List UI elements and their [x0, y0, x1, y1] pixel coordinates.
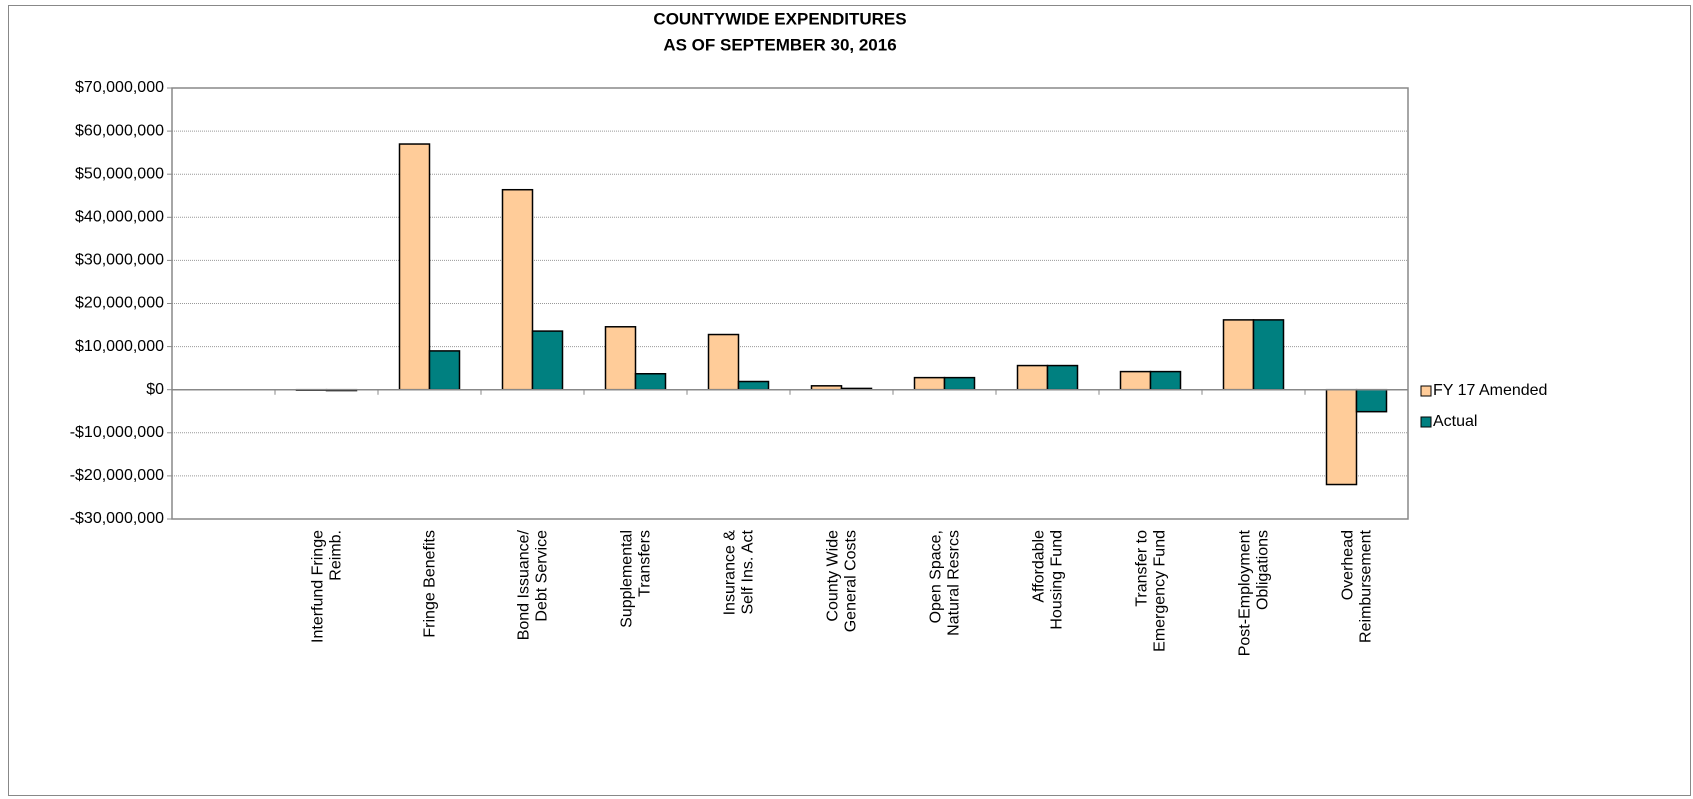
plot-border [171, 87, 1409, 520]
x-tick-label: Post-EmploymentObligations [1237, 529, 1272, 656]
y-tick-label: $60,000,000 [75, 122, 164, 139]
legend-label: Actual [1433, 413, 1477, 430]
bar [1016, 364, 1049, 391]
bar [707, 333, 740, 391]
bar [428, 350, 461, 391]
y-tick-label: $10,000,000 [75, 338, 164, 355]
chart-title: COUNTYWIDE EXPENDITURES [653, 9, 906, 28]
x-tick-label: Fringe Benefits [422, 530, 439, 638]
y-tick-label: -$10,000,000 [70, 424, 164, 441]
x-tick-label: Interfund FringeReimb. [310, 530, 345, 643]
x-tick-label: Open Space,Natural Resrcs [928, 530, 963, 636]
bar [604, 326, 637, 391]
bar [398, 143, 431, 391]
y-tick-label: $20,000,000 [75, 295, 164, 312]
x-tick-label: SupplementalTransfers [619, 530, 654, 628]
bar [1222, 319, 1255, 391]
y-tick-label: $50,000,000 [75, 165, 164, 182]
x-tick-label: OverheadReimbursement [1340, 529, 1375, 642]
chart-subtitle: AS OF SEPTEMBER 30, 2016 [663, 35, 896, 54]
bar [943, 376, 976, 391]
y-tick-label: -$30,000,000 [70, 510, 164, 527]
x-tick-label: Insurance &Self Ins. Act [722, 529, 757, 615]
bar [1149, 370, 1182, 391]
x-tick-label: AffordableHousing Fund [1031, 530, 1066, 630]
bar [634, 373, 667, 391]
bar [1046, 364, 1079, 391]
legend-label: FY 17 Amended [1433, 382, 1547, 399]
legend-swatch [1420, 416, 1432, 428]
bar [1325, 388, 1358, 486]
bar [1355, 388, 1388, 413]
y-tick-label: $40,000,000 [75, 209, 164, 226]
y-tick-label: $30,000,000 [75, 252, 164, 269]
bar [913, 376, 946, 391]
x-tick-label: Transfer toEmergency Fund [1134, 530, 1169, 652]
x-tick-label: Bond Issuance/Debt Service [516, 529, 551, 640]
bar [501, 188, 534, 391]
bar [1252, 319, 1285, 391]
legend-swatch [1420, 385, 1432, 397]
y-tick-label: -$20,000,000 [70, 467, 164, 484]
bar [1119, 370, 1152, 391]
x-tick-label: County WideGeneral Costs [825, 530, 860, 632]
y-tick-label: $0 [146, 381, 164, 398]
bar [531, 330, 564, 391]
bar [737, 380, 770, 391]
y-tick-label: $70,000,000 [75, 79, 164, 96]
